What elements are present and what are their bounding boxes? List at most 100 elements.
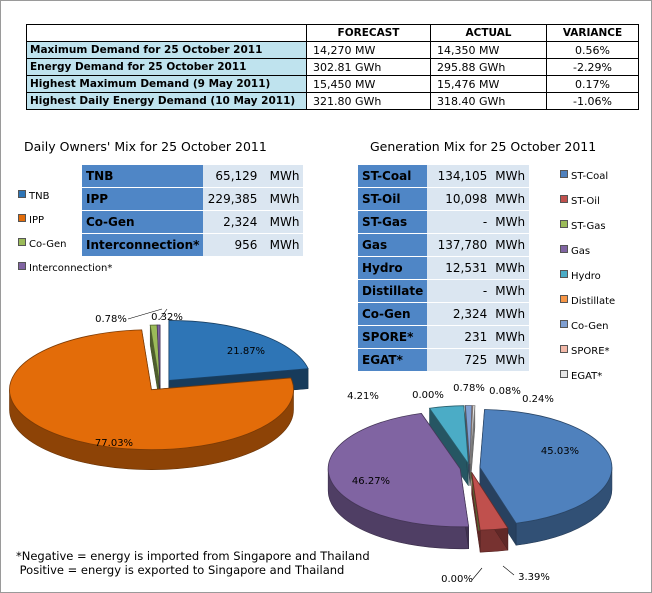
generation-row: Co-Gen 2,324 MWh (358, 302, 530, 326)
generation-unit: MWh (491, 279, 530, 303)
summary-forecast: 302.81 GWh (306, 58, 431, 76)
legend-swatch (18, 190, 26, 198)
generation-unit: MWh (491, 165, 530, 188)
legend-label: ST-Gas (571, 221, 606, 232)
owners-unit: MWh (261, 187, 304, 211)
generation-value: 12,531 (427, 256, 492, 280)
summary-row: Energy Demand for 25 October 2011 302.81… (26, 58, 639, 76)
summary-actual: 318.40 GWh (430, 92, 547, 110)
generation-value: 725 (427, 348, 492, 372)
legend-label: SPORE* (571, 346, 610, 357)
generation-unit: MWh (491, 233, 530, 257)
pie-slice-st-gas (470, 472, 480, 531)
owners-row: Interconnection* 956 MWh (82, 233, 304, 257)
owners-name: IPP (82, 187, 204, 211)
pie-slice-tnb (168, 320, 309, 381)
legend-label: TNB (29, 191, 50, 202)
legend-swatch (560, 345, 568, 353)
legend-item-st-oil: ST-Oil (560, 195, 600, 207)
legend-swatch (560, 220, 568, 228)
pie-label-egat: 0.24% (522, 394, 554, 405)
generation-name: Distillate (358, 279, 428, 303)
generation-unit: MWh (491, 256, 530, 280)
pie-label-interconnection: 0.32% (151, 312, 183, 323)
generation-value: 2,324 (427, 302, 492, 326)
generation-name: EGAT* (358, 348, 428, 372)
generation-unit: MWh (491, 187, 530, 211)
summary-actual: 295.88 GWh (430, 58, 547, 76)
generation-name: Co-Gen (358, 302, 428, 326)
owners-value: 2,324 (203, 210, 262, 234)
pie-slice-st-oil (471, 472, 509, 531)
generation-row: Hydro 12,531 MWh (358, 256, 530, 280)
legend-item-st-coal: ST-Coal (560, 170, 608, 182)
generation-row: ST-Oil 10,098 MWh (358, 187, 530, 211)
footnote: *Negative = energy is imported from Sing… (16, 549, 370, 577)
legend-swatch (18, 238, 26, 246)
summary-variance: 0.56% (546, 41, 639, 59)
pie-label-co-gen: 0.78% (95, 314, 127, 325)
generation-row: ST-Coal 134,105 MWh (358, 165, 530, 188)
owners-name: TNB (82, 165, 204, 188)
owners-unit: MWh (261, 233, 304, 257)
legend-item-interconnection: Interconnection* (18, 262, 112, 274)
pie-label-ipp: 77.03% (95, 438, 133, 449)
generation-row: EGAT* 725 MWh (358, 348, 530, 372)
demand-summary-table: FORECAST ACTUAL VARIANCE Maximum Demand … (26, 24, 639, 110)
pie-label-distillate: 0.00% (412, 390, 444, 401)
pie-label-gas: 46.27% (352, 476, 390, 487)
generation-name: Gas (358, 233, 428, 257)
generation-unit: MWh (491, 348, 530, 372)
pie-owners: 21.87% 77.03% 0.78% 0.32% (9, 308, 309, 470)
pie-label-st-coal: 45.03% (541, 446, 579, 457)
generation-name: Hydro (358, 256, 428, 280)
generation-value: 10,098 (427, 187, 492, 211)
legend-swatch (560, 270, 568, 278)
pie-slice-st-coal (479, 409, 613, 524)
owners-row: TNB 65,129 MWh (82, 165, 304, 188)
legend-item-ipp: IPP (18, 214, 44, 226)
owners-value: 65,129 (203, 165, 262, 188)
legend-item-st-gas: ST-Gas (560, 220, 606, 232)
owners-value: 956 (203, 233, 262, 257)
pie-generation: 45.03% 3.39% 0.00% 46.27% 4.21% 0.00% 0.78% 0.0… (327, 383, 613, 585)
generation-row: SPORE* 231 MWh (358, 325, 530, 349)
pie-slice-interconnection (156, 324, 161, 386)
pie-slice-gas (327, 412, 470, 528)
summary-row: Highest Daily Energy Demand (10 May 2011… (26, 92, 639, 110)
pie-leader-line (159, 308, 168, 320)
generation-name: ST-Oil (358, 187, 428, 211)
generation-row: Gas 137,780 MWh (358, 233, 530, 257)
generation-unit: MWh (491, 325, 530, 349)
generation-name: SPORE* (358, 325, 428, 349)
legend-swatch (560, 195, 568, 203)
owners-unit: MWh (261, 165, 304, 188)
pie-label-spore: 0.08% (489, 386, 521, 397)
generation-row: Distillate - MWh (358, 279, 530, 303)
owners-row: IPP 229,385 MWh (82, 187, 304, 211)
legend-swatch (18, 214, 26, 222)
pie-leader-line (502, 565, 515, 576)
owners-name: Interconnection* (82, 233, 204, 257)
summary-variance: -1.06% (546, 92, 639, 110)
generation-value: 137,780 (427, 233, 492, 257)
pie-label-hydro: 4.21% (347, 391, 379, 402)
summary-row: Maximum Demand for 25 October 2011 14,27… (26, 41, 639, 59)
owners-mix-title: Daily Owners' Mix for 25 October 2011 (24, 139, 267, 154)
legend-label: Hydro (571, 271, 601, 282)
summary-header-row: FORECAST ACTUAL VARIANCE (26, 24, 639, 42)
generation-unit: MWh (491, 302, 530, 326)
pie-slice-ipp (9, 329, 294, 451)
generation-value: 134,105 (427, 165, 492, 188)
legend-label: Distillate (571, 296, 616, 307)
generation-row: ST-Gas - MWh (358, 210, 530, 234)
summary-actual: 14,350 MW (430, 41, 547, 59)
owners-row: Co-Gen 2,324 MWh (82, 210, 304, 234)
pie-slice-egat (469, 405, 476, 464)
summary-row-label: Maximum Demand for 25 October 2011 (26, 41, 307, 59)
legend-swatch (560, 245, 568, 253)
summary-forecast: 321.80 GWh (306, 92, 431, 110)
pie-label-co-gen: 0.78% (453, 383, 485, 394)
owners-value: 229,385 (203, 187, 262, 211)
generation-unit: MWh (491, 210, 530, 234)
